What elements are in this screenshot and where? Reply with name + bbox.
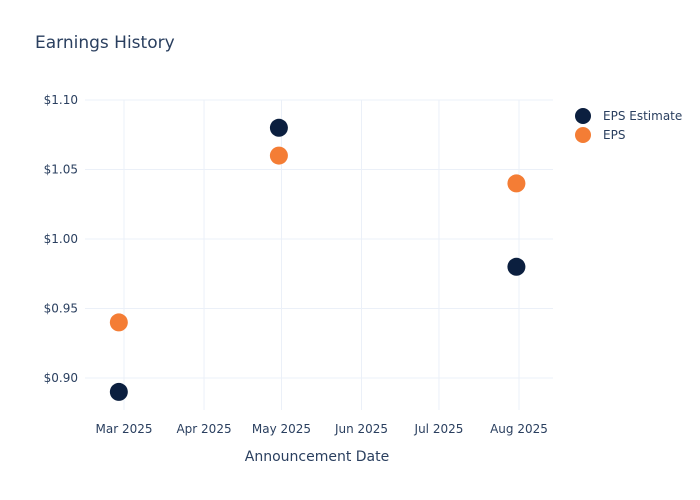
x-tick-label: Jul 2025 [414, 422, 464, 436]
eps-marker-icon [575, 126, 591, 143]
y-tick-label: $1.00 [44, 232, 78, 246]
eps-estimate-point[interactable] [109, 382, 128, 401]
y-axis-ticks: $0.90 $0.95 $1.00 $1.05 $1.10 [44, 93, 78, 385]
legend: EPS Estimate EPS [575, 106, 682, 144]
x-tick-label: Jun 2025 [334, 422, 388, 436]
y-tick-label: $1.05 [44, 163, 78, 177]
eps-point[interactable] [507, 174, 526, 193]
x-axis-title: Announcement Date [245, 449, 389, 465]
legend-label: EPS [603, 127, 626, 142]
y-tick-label: $0.90 [44, 371, 78, 385]
x-tick-label: Apr 2025 [176, 422, 231, 436]
eps-point[interactable] [109, 313, 128, 332]
x-tick-label: Aug 2025 [490, 422, 548, 436]
y-tick-label: $0.95 [44, 302, 78, 316]
grid-lines [85, 99, 553, 410]
eps-estimate-point[interactable] [507, 257, 526, 276]
eps-estimate-point[interactable] [269, 118, 288, 137]
x-tick-label: Mar 2025 [96, 422, 153, 436]
legend-item-eps[interactable]: EPS [575, 125, 682, 144]
x-tick-label: May 2025 [252, 422, 311, 436]
eps-estimate-marker-icon [575, 107, 591, 124]
chart-title: Earnings History [35, 33, 175, 53]
legend-label: EPS Estimate [603, 108, 683, 123]
x-axis-ticks: Mar 2025 Apr 2025 May 2025 Jun 2025 Jul 2025… [96, 422, 548, 436]
y-tick-label: $1.10 [44, 93, 78, 107]
legend-item-eps-estimate[interactable]: EPS Estimate [575, 106, 682, 125]
eps-point[interactable] [269, 146, 288, 165]
data-points [109, 118, 526, 401]
